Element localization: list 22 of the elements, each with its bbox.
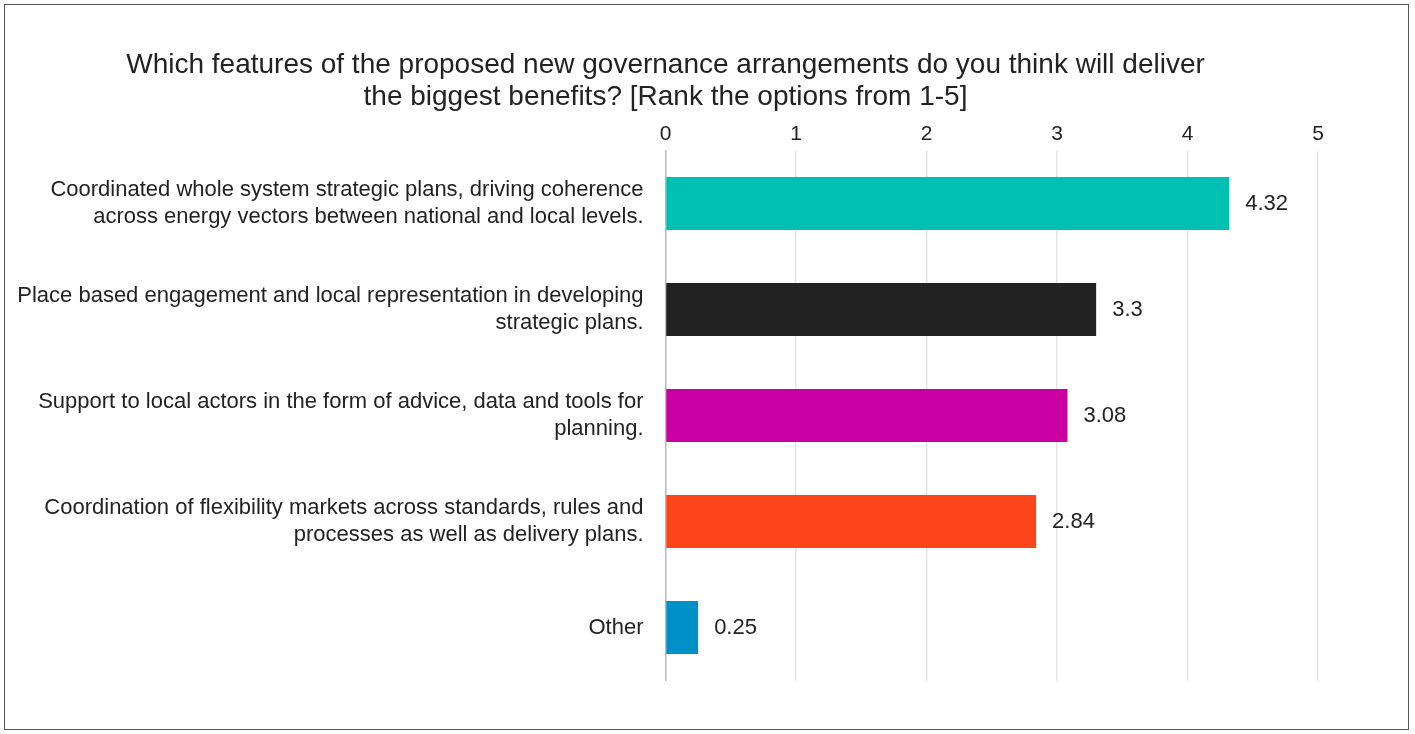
y-tick-label: Coordinated whole system strategic plans, driving coherence across energy vectors between national and local levels. <box>50 176 644 228</box>
bar <box>666 389 1068 443</box>
bar <box>666 601 699 655</box>
data-label: 0.25 <box>714 613 757 639</box>
bar <box>666 177 1230 231</box>
y-tick-label: Support to local actors in the form of advice, data and tools for planning. <box>38 388 644 440</box>
x-tick-label: 3 <box>1051 120 1063 144</box>
data-label: 3.3 <box>1112 295 1143 321</box>
y-tick-label: Place based engagement and local representation in developing strategic plans. <box>17 282 644 334</box>
x-tick-label: 5 <box>1312 120 1324 144</box>
x-tick-label: 2 <box>920 120 933 144</box>
data-label: 4.32 <box>1245 189 1289 215</box>
chart-title: Which features of the proposed new governance arrangements do you think will deliver the biggest benefits? [Rank the options from 1-5] <box>126 47 1205 112</box>
x-tick-label: 4 <box>1181 120 1194 144</box>
y-tick-label: Coordination of flexibility markets across standards, rules and processes as well as delivery plans. <box>44 494 644 546</box>
bar <box>666 495 1037 549</box>
y-tick-label: Other <box>588 613 644 639</box>
x-tick-label: 1 <box>790 120 802 144</box>
data-label: 3.08 <box>1083 401 1127 427</box>
x-tick-label: 0 <box>659 120 672 144</box>
data-label: 2.84 <box>1052 507 1095 533</box>
bar <box>666 283 1097 337</box>
